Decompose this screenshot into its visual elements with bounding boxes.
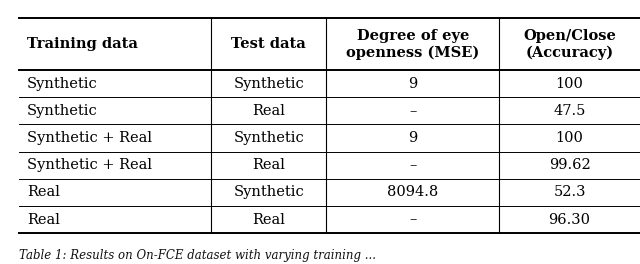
Text: Synthetic + Real: Synthetic + Real — [27, 158, 152, 172]
Text: Real: Real — [27, 213, 60, 227]
Text: Real: Real — [27, 185, 60, 199]
Text: 9: 9 — [408, 131, 417, 145]
Text: Synthetic + Real: Synthetic + Real — [27, 131, 152, 145]
Text: 9: 9 — [408, 77, 417, 91]
Text: –: – — [409, 213, 417, 227]
Text: 100: 100 — [556, 131, 584, 145]
Text: Test data: Test data — [232, 37, 306, 51]
Text: –: – — [409, 104, 417, 118]
Text: Real: Real — [252, 213, 285, 227]
Text: Table 1: Results on On-FCE dataset with varying training ...: Table 1: Results on On-FCE dataset with … — [19, 249, 376, 262]
Text: 52.3: 52.3 — [554, 185, 586, 199]
Text: Real: Real — [252, 158, 285, 172]
Text: Open/Close
(Accuracy): Open/Close (Accuracy) — [523, 29, 616, 60]
Text: Synthetic: Synthetic — [234, 131, 304, 145]
Text: Real: Real — [252, 104, 285, 118]
Text: 47.5: 47.5 — [554, 104, 586, 118]
Text: Training data: Training data — [27, 37, 138, 51]
Text: Synthetic: Synthetic — [234, 185, 304, 199]
Text: 99.62: 99.62 — [548, 158, 591, 172]
Text: Synthetic: Synthetic — [27, 77, 98, 91]
Text: 96.30: 96.30 — [548, 213, 591, 227]
Text: Synthetic: Synthetic — [27, 104, 98, 118]
Text: 8094.8: 8094.8 — [387, 185, 438, 199]
Text: Degree of eye
openness (MSE): Degree of eye openness (MSE) — [346, 29, 479, 60]
Text: –: – — [409, 158, 417, 172]
Text: 100: 100 — [556, 77, 584, 91]
Text: Synthetic: Synthetic — [234, 77, 304, 91]
